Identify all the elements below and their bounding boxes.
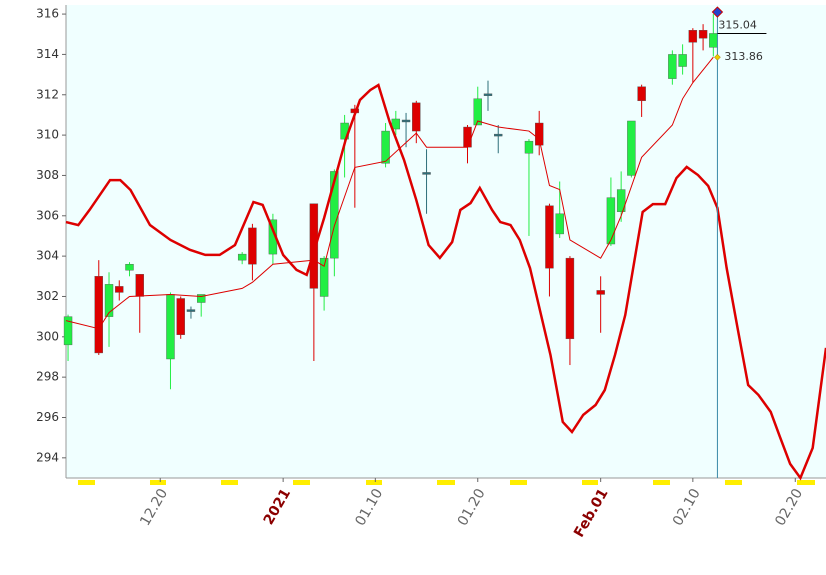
- weekend-marker: [78, 480, 95, 485]
- candle-body: [688, 30, 698, 43]
- candle-body: [627, 120, 636, 176]
- candle-body: [524, 140, 534, 154]
- x-tick-label: 02.10: [670, 486, 704, 529]
- y-tick-label: 308: [36, 168, 59, 182]
- candle-body: [176, 298, 185, 335]
- y-tick-label: 298: [36, 370, 59, 384]
- weekend-marker: [221, 480, 238, 485]
- candle-body: [494, 133, 503, 137]
- candle-body: [381, 130, 390, 164]
- candle-body: [135, 274, 144, 297]
- weekend-marker: [437, 480, 455, 485]
- x-tick-label: Feb.01: [571, 486, 612, 540]
- weekend-marker: [653, 480, 670, 485]
- x-tick-label: 01.10: [352, 486, 386, 529]
- cursor-marker: [711, 6, 724, 18]
- cursor-label: 315.04: [718, 18, 757, 31]
- x-tick-label: 01.20: [455, 486, 489, 529]
- candle-body: [115, 286, 124, 293]
- y-tick-label: 294: [36, 450, 59, 464]
- line-series: [65, 83, 826, 481]
- candle-body: [473, 98, 482, 126]
- candle-body: [412, 102, 421, 132]
- weekend-marker: [366, 480, 382, 485]
- weekend-marker: [150, 480, 166, 485]
- cursor-label: 313.86: [724, 50, 763, 63]
- candle-body: [104, 284, 114, 317]
- line-series: [65, 56, 714, 330]
- candle-body: [401, 119, 411, 123]
- candle-body: [698, 30, 708, 39]
- y-tick-label: 316: [36, 7, 59, 21]
- weekend-marker: [725, 480, 742, 485]
- y-tick-label: 300: [36, 329, 59, 343]
- y-tick-label: 302: [36, 289, 59, 303]
- candle-body: [483, 93, 493, 96]
- y-tick-label: 304: [36, 249, 59, 263]
- candle-body: [565, 257, 575, 340]
- candle-body: [709, 33, 718, 48]
- candle-body: [166, 294, 175, 360]
- candle-body: [678, 54, 687, 67]
- cursor-level: [714, 53, 721, 61]
- weekend-marker: [797, 480, 815, 485]
- weekend-marker: [582, 480, 598, 485]
- y-tick-label: 306: [36, 208, 59, 222]
- weekend-markers: [78, 480, 815, 485]
- candle-body: [248, 227, 257, 265]
- x-tick-label: 2021: [261, 486, 294, 528]
- candle-body: [606, 197, 616, 245]
- candle-body: [186, 309, 196, 312]
- x-tick-label: 02.20: [772, 486, 806, 529]
- candle-body: [422, 172, 431, 175]
- candle-body: [125, 263, 134, 271]
- plot-area: [66, 5, 826, 478]
- weekend-marker: [293, 480, 310, 485]
- candle-body: [319, 257, 329, 297]
- candle-body: [637, 86, 646, 102]
- candle-body: [237, 253, 247, 261]
- candle-body: [391, 118, 401, 130]
- candle-body: [555, 213, 564, 235]
- y-tick-label: 312: [36, 87, 59, 101]
- weekend-marker: [510, 480, 527, 485]
- candle-body: [63, 316, 73, 346]
- candle-body: [94, 276, 103, 354]
- candle-body: [463, 126, 472, 148]
- candle-body: [616, 189, 626, 212]
- y-tick-label: 296: [36, 410, 59, 424]
- candle-body: [596, 290, 605, 295]
- candle-body: [309, 203, 319, 289]
- candle-body: [545, 205, 554, 269]
- x-tick-label: 12.20: [137, 486, 171, 529]
- y-tick-label: 314: [36, 47, 59, 61]
- y-tick-label: 310: [36, 128, 59, 142]
- candle-body: [535, 122, 544, 146]
- candle-body: [197, 294, 206, 303]
- candle-body: [668, 54, 677, 79]
